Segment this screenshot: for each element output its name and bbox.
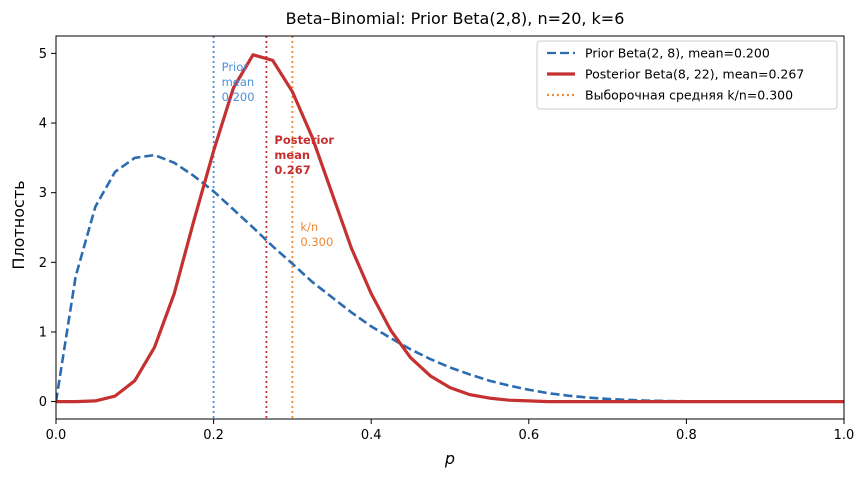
x-tick-label: 0.2 [203, 428, 224, 443]
annotation-line: mean [222, 75, 255, 89]
y-tick-label: 2 [39, 256, 47, 271]
prior-density-curve [56, 153, 844, 403]
plot-frame [55, 35, 845, 420]
x-tick-label: 1.0 [834, 428, 855, 443]
chart-title: Beta–Binomial: Prior Beta(2,8), n=20, k=… [286, 9, 625, 28]
y-tick-label: 4 [39, 117, 47, 132]
annotation-posterior-mean: Posterior mean 0.267 [274, 133, 334, 177]
annotation-prior-mean: Prior mean 0.200 [222, 60, 255, 104]
y-tick-label: 3 [39, 186, 47, 201]
annotation-line: k/n [300, 220, 318, 234]
legend-label-1: Prior Beta(2, 8), mean=0.200 [585, 46, 770, 61]
posterior-density-curve [56, 53, 844, 404]
annotation-line: 0.267 [274, 163, 310, 177]
x-tick-label: 0.4 [361, 428, 382, 443]
x-tick-label: 0.0 [46, 428, 67, 443]
x-axis-label: p [444, 449, 455, 468]
y-tick-label: 5 [39, 47, 47, 62]
legend-label-3: Выборочная средняя k/n=0.300 [585, 88, 793, 103]
annotation-line: 0.200 [222, 90, 255, 104]
y-axis-label: Плотность [9, 180, 28, 269]
annotation-line: Prior [222, 60, 249, 74]
annotation-line: Posterior [274, 133, 334, 147]
y-tick-label: 0 [39, 395, 47, 410]
annotation-line: 0.300 [300, 235, 333, 249]
legend: Prior Beta(2, 8), mean=0.200 Posterior Be… [536, 40, 838, 110]
annotation-sample-mean: k/n 0.300 [300, 220, 333, 249]
x-tick-label: 0.8 [676, 428, 697, 443]
x-tick-label: 0.6 [518, 428, 539, 443]
y-tick-label: 1 [39, 325, 47, 340]
annotation-line: mean [274, 148, 310, 162]
legend-box [536, 40, 838, 110]
legend-label-2: Posterior Beta(8, 22), mean=0.267 [585, 67, 804, 82]
